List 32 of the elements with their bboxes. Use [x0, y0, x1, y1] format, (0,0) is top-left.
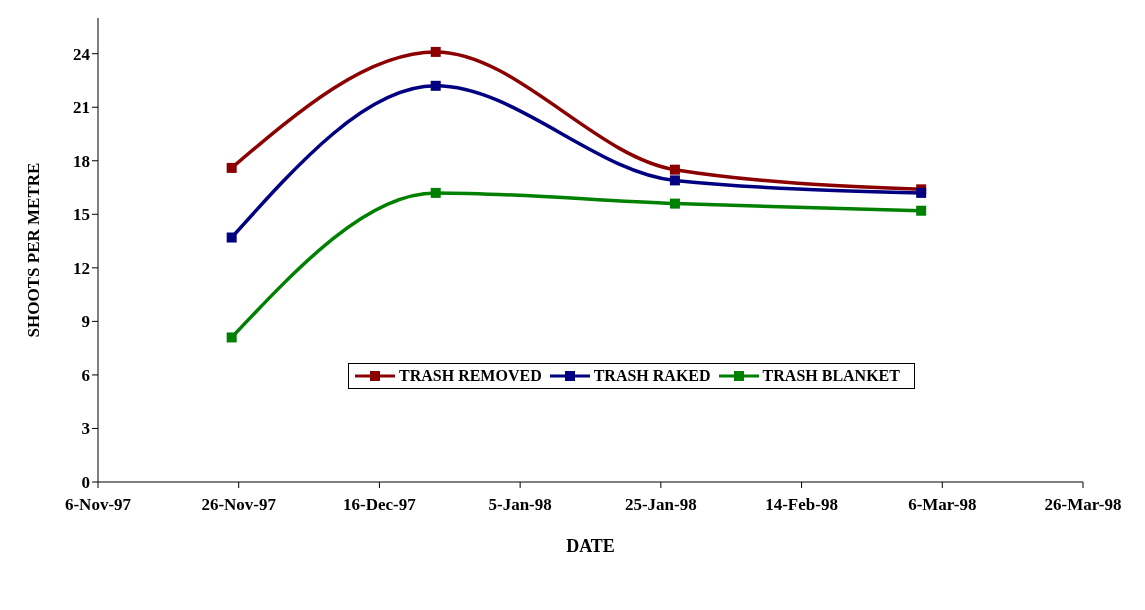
x-tick-label: 6-Mar-98 [908, 495, 977, 515]
y-tick-label: 0 [81, 473, 90, 493]
x-tick-label: 16-Dec-97 [343, 495, 417, 515]
point [916, 205, 927, 216]
point [430, 80, 441, 91]
x-tick-label: 14-Feb-98 [765, 495, 838, 515]
y-tick-label: 9 [81, 312, 90, 332]
point [669, 175, 680, 186]
x-tick-label: 6-Nov-97 [64, 495, 132, 515]
point [669, 164, 680, 175]
x-tick-label: 25-Jan-98 [624, 495, 697, 515]
x-axis-title: DATE [566, 536, 615, 556]
y-tick-label: 6 [81, 365, 90, 385]
y-tick-label: 12 [73, 258, 90, 278]
y-tick-label: 15 [73, 205, 90, 225]
y-tick-label: 3 [81, 419, 90, 439]
point [226, 162, 237, 173]
y-tick-label: 24 [73, 44, 91, 64]
legend-label: TRASH BLANKET [762, 367, 900, 385]
point [669, 198, 680, 209]
y-axis-title: SHOOTS PER METRE [24, 162, 44, 338]
point [430, 187, 441, 198]
x-tick-label: 26-Nov-97 [201, 495, 277, 515]
x-tick-label: 5-Jan-98 [488, 495, 552, 515]
point [226, 332, 237, 343]
legend-label: TRASH RAKED [593, 367, 711, 385]
x-tick-label: 26-Mar-98 [1044, 495, 1122, 515]
point [226, 232, 237, 243]
legend-label: TRASH REMOVED [399, 367, 542, 385]
y-tick-label: 21 [73, 98, 90, 118]
point [430, 46, 441, 57]
y-tick-label: 18 [73, 151, 90, 171]
